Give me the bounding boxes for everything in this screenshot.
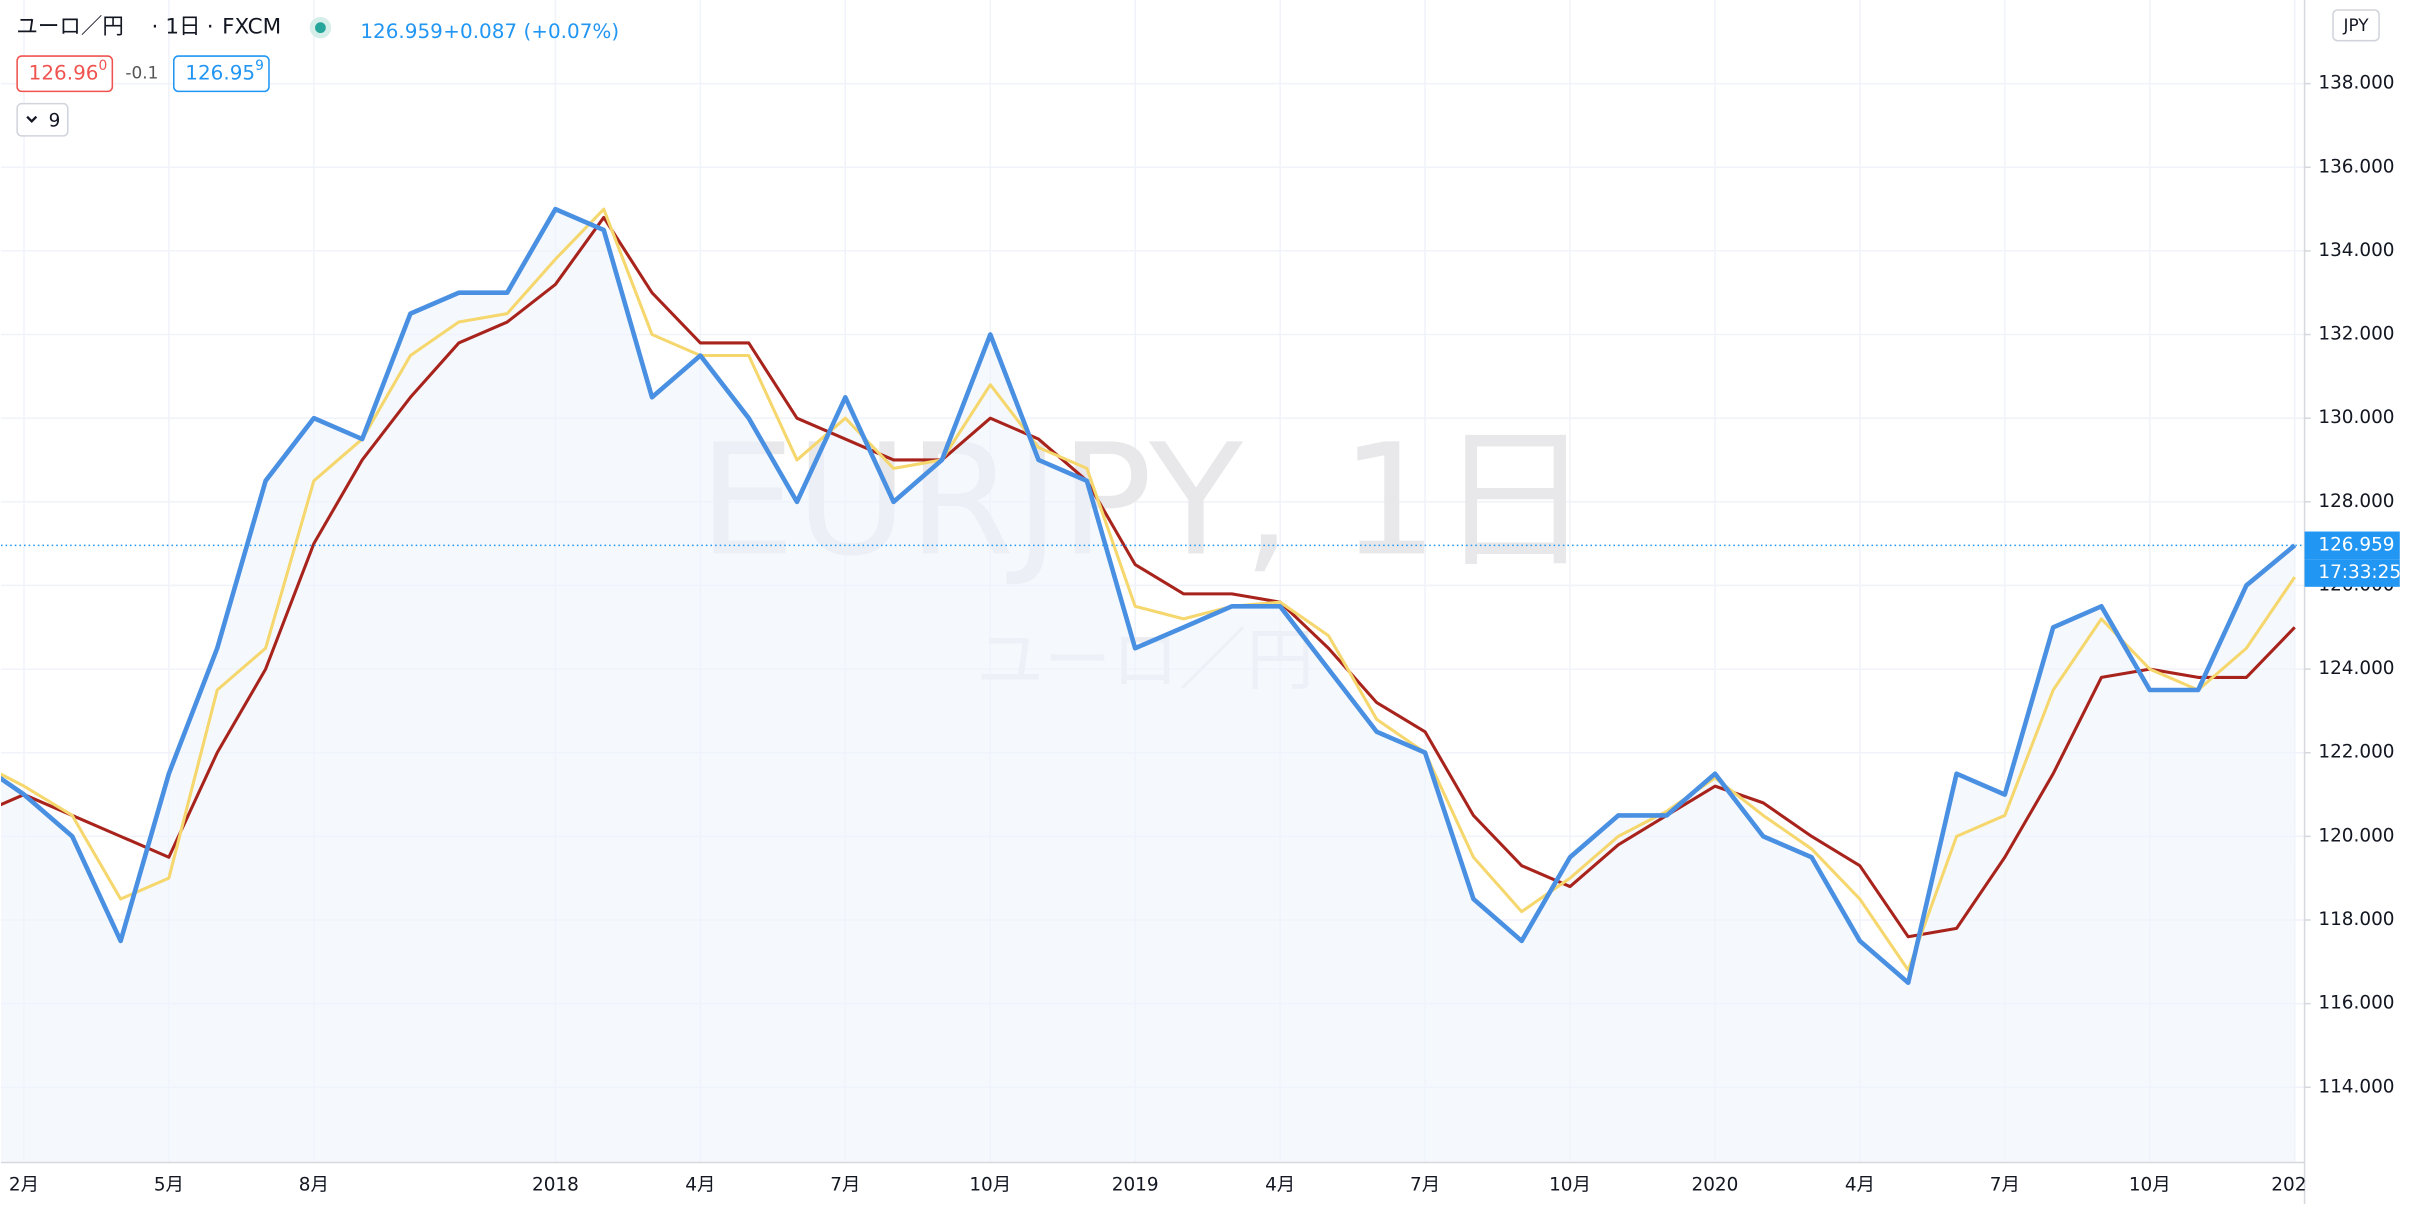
bid: 126.960: [29, 58, 108, 84]
y-tick-label: 136.000: [2318, 156, 2394, 177]
series-line: [0, 215, 2296, 939]
change: +0.087 (+0.07%): [443, 19, 619, 43]
y-tick-label: 132.000: [2318, 324, 2394, 345]
ask: 126.959: [185, 58, 264, 84]
currency-box[interactable]: [2332, 9, 2380, 42]
sep: ·: [207, 15, 214, 40]
y-tick-label: 118.000: [2318, 909, 2394, 930]
x-tick-label: 5月: [154, 1175, 184, 1196]
y-tick-label: 120.000: [2318, 825, 2394, 846]
y-tick-label: 128.000: [2318, 491, 2394, 512]
sep: ·: [152, 15, 159, 40]
x-tick-label: 4月: [1845, 1175, 1875, 1196]
plot: [0, 206, 2305, 1163]
x-tick-label: 7月: [1410, 1175, 1440, 1196]
x-tick-label: 4月: [1265, 1175, 1295, 1196]
price-tag: [2304, 531, 2400, 560]
status-dot: [315, 22, 326, 34]
y-tick-label: 124.000: [2318, 658, 2394, 679]
x-tick-label: 10月: [1549, 1175, 1591, 1196]
x-tick-label: 2018: [532, 1175, 579, 1196]
exchange: FXCM: [222, 15, 281, 40]
interval: 1日: [165, 15, 200, 40]
y-tick-label: 122.000: [2318, 742, 2394, 763]
y-tick-label: 134.000: [2318, 240, 2394, 261]
x-tick-label: 2019: [1112, 1175, 1159, 1196]
y-tick-label: 138.000: [2318, 73, 2394, 94]
x-tick-label: 10月: [2129, 1175, 2171, 1196]
y-tick-label: 116.000: [2318, 993, 2394, 1014]
x-tick-label: 7月: [1990, 1175, 2020, 1196]
indicator-toggle[interactable]: [16, 102, 69, 137]
last-price: 126.959: [360, 19, 443, 43]
indicator-count: 9: [49, 110, 61, 131]
x-tick-label: 8月: [299, 1175, 329, 1196]
bid-box[interactable]: [16, 55, 114, 93]
currency: JPY: [2342, 15, 2369, 35]
y-tick-label: 130.000: [2318, 407, 2394, 428]
price-tag-label: 126.959: [2318, 534, 2394, 555]
time-tag: [2304, 559, 2400, 587]
series-line: [0, 206, 2297, 986]
time-tag-label: 17:33:25: [2318, 562, 2401, 583]
x-tick-label: 10月: [969, 1175, 1011, 1196]
x-tick-label: 2月: [9, 1175, 39, 1196]
area: [0, 209, 2295, 1163]
y-tick-label: 114.000: [2318, 1076, 2394, 1097]
x-tick-label: 7月: [830, 1175, 860, 1196]
x-tick-label: 2020: [1692, 1175, 1739, 1196]
chevron: [26, 115, 38, 123]
spread: -0.1: [125, 63, 158, 83]
symbol: ユーロ／円: [16, 15, 124, 40]
price-axis-bg: [2306, 1164, 2409, 1204]
x-tick-label: 4月: [685, 1175, 715, 1196]
ask-box[interactable]: [172, 55, 270, 93]
